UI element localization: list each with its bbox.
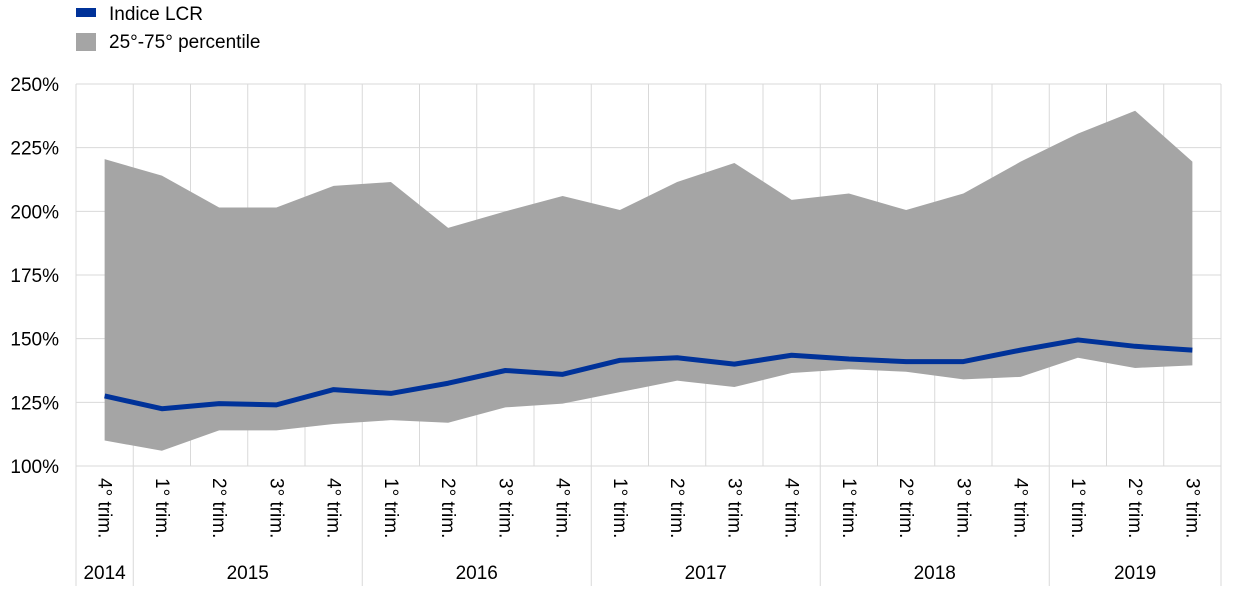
legend-label-percentile: 25°-75° percentile — [109, 32, 260, 53]
legend-swatch-lcr — [76, 8, 96, 17]
legend-label-lcr: Indice LCR — [109, 4, 203, 25]
category-label: 2° trim. — [895, 478, 916, 538]
y-tick-label: 150% — [10, 330, 59, 351]
category-label: 1° trim. — [151, 478, 172, 538]
year-label: 2018 — [914, 563, 956, 584]
percentile-area — [104, 110, 1193, 451]
legend-swatch-percentile — [76, 33, 96, 51]
category-label: 1° trim. — [1067, 478, 1088, 538]
category-label: 3° trim. — [494, 478, 515, 538]
y-tick-label: 125% — [10, 393, 59, 414]
legend: Indice LCR 25°-75° percentile — [76, 4, 260, 53]
category-label: 4° trim. — [94, 478, 115, 538]
y-tick-label: 250% — [10, 75, 59, 96]
category-label: 2° trim. — [1124, 478, 1145, 538]
year-label: 2014 — [83, 563, 126, 584]
lcr-line — [104, 337, 1193, 412]
y-axis-ticks: 100% 125% 150% 175% 200% 225% 250% — [10, 75, 59, 478]
category-label: 4° trim. — [552, 478, 573, 538]
x-axis: 4° trim. 1° trim. 2° trim. 3° trim. 4° trim.… — [75, 466, 1222, 586]
category-label: 3° trim. — [723, 478, 744, 538]
lcr-line-path — [104, 337, 1193, 412]
y-tick-label: 225% — [10, 139, 59, 160]
category-label: 4° trim. — [781, 478, 802, 538]
year-label: 2017 — [685, 563, 727, 584]
category-label: 2° trim. — [437, 478, 458, 538]
category-label: 3° trim. — [265, 478, 286, 538]
year-label: 2015 — [227, 563, 269, 584]
category-label: 2° trim. — [208, 478, 229, 538]
category-label: 1° trim. — [380, 478, 401, 538]
category-label: 1° trim. — [609, 478, 630, 538]
year-label: 2019 — [1114, 563, 1156, 584]
category-label: 3° trim. — [952, 478, 973, 538]
category-label: 3° trim. — [1181, 478, 1202, 538]
percentile-band — [104, 110, 1193, 451]
y-tick-label: 175% — [10, 266, 59, 287]
category-label: 1° trim. — [838, 478, 859, 538]
y-tick-label: 200% — [10, 202, 59, 223]
y-tick-label: 100% — [10, 457, 59, 478]
year-label: 2016 — [456, 563, 498, 584]
category-label: 4° trim. — [323, 478, 344, 538]
category-label: 4° trim. — [1010, 478, 1031, 538]
category-label: 2° trim. — [666, 478, 687, 538]
